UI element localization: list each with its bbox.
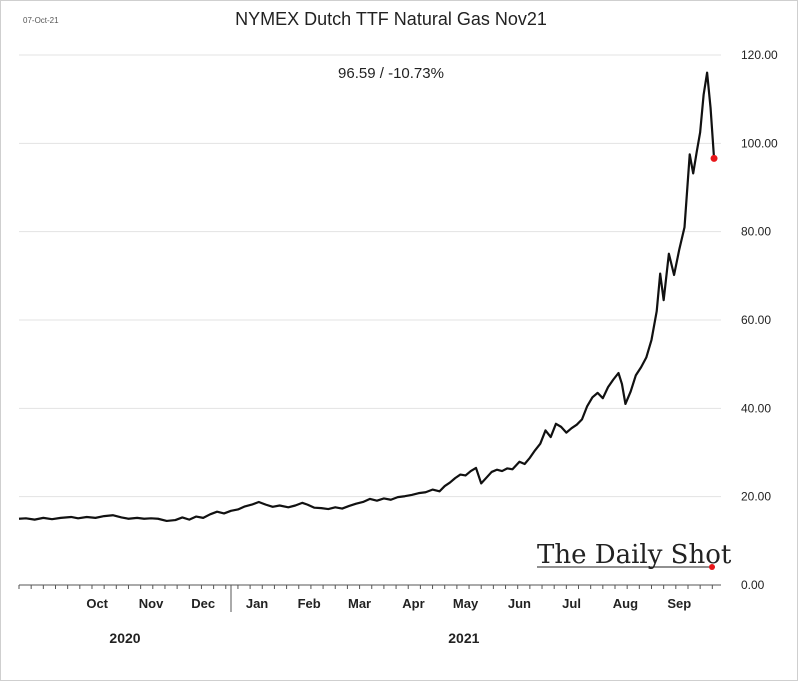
x-tick-label: Dec [191, 596, 215, 611]
year-label: 2020 [109, 630, 140, 646]
x-axis: Oct Nov Dec Jan Feb Mar Apr May Jun Jul Aug Sep 2020… [18, 584, 721, 646]
y-tick-label: 40.00 [741, 401, 771, 415]
chart-subtitle: 96.59 / -10.73% [338, 65, 444, 82]
last-value-marker [710, 154, 718, 162]
x-tick-label: Jun [508, 596, 531, 611]
year-label: 2021 [448, 630, 479, 646]
x-tick-label: Oct [86, 596, 108, 611]
chart-title: NYMEX Dutch TTF Natural Gas Nov21 [235, 9, 547, 29]
x-tick-label: Jul [562, 596, 581, 611]
series-line [18, 71, 716, 523]
series-layer [18, 71, 718, 523]
y-tick-label: 100.00 [741, 136, 778, 150]
y-tick-label: 20.00 [741, 490, 771, 504]
x-tick-label: Feb [298, 596, 321, 611]
x-tick-label: Mar [348, 596, 371, 611]
y-tick-label: 0.00 [741, 578, 765, 592]
y-tick-label: 60.00 [741, 313, 771, 327]
daily-shot-logo: The Daily Shot [537, 540, 732, 570]
logo-text: The Daily Shot [537, 540, 732, 570]
x-tick-label: Sep [667, 596, 691, 611]
x-tick-label: Nov [139, 596, 164, 611]
y-axis: 0.00 20.00 40.00 60.00 80.00 100.00 120.00 [741, 48, 778, 592]
x-tick-label: Apr [402, 596, 424, 611]
x-tick-label: Aug [613, 596, 638, 611]
logo-red-dot [709, 564, 715, 570]
x-tick-label: May [453, 596, 479, 611]
date-stamp: 07-Oct-21 [23, 16, 59, 25]
gridlines [19, 54, 721, 498]
x-tick-label: Jan [246, 596, 268, 611]
y-tick-label: 120.00 [741, 48, 778, 62]
y-tick-label: 80.00 [741, 225, 771, 239]
